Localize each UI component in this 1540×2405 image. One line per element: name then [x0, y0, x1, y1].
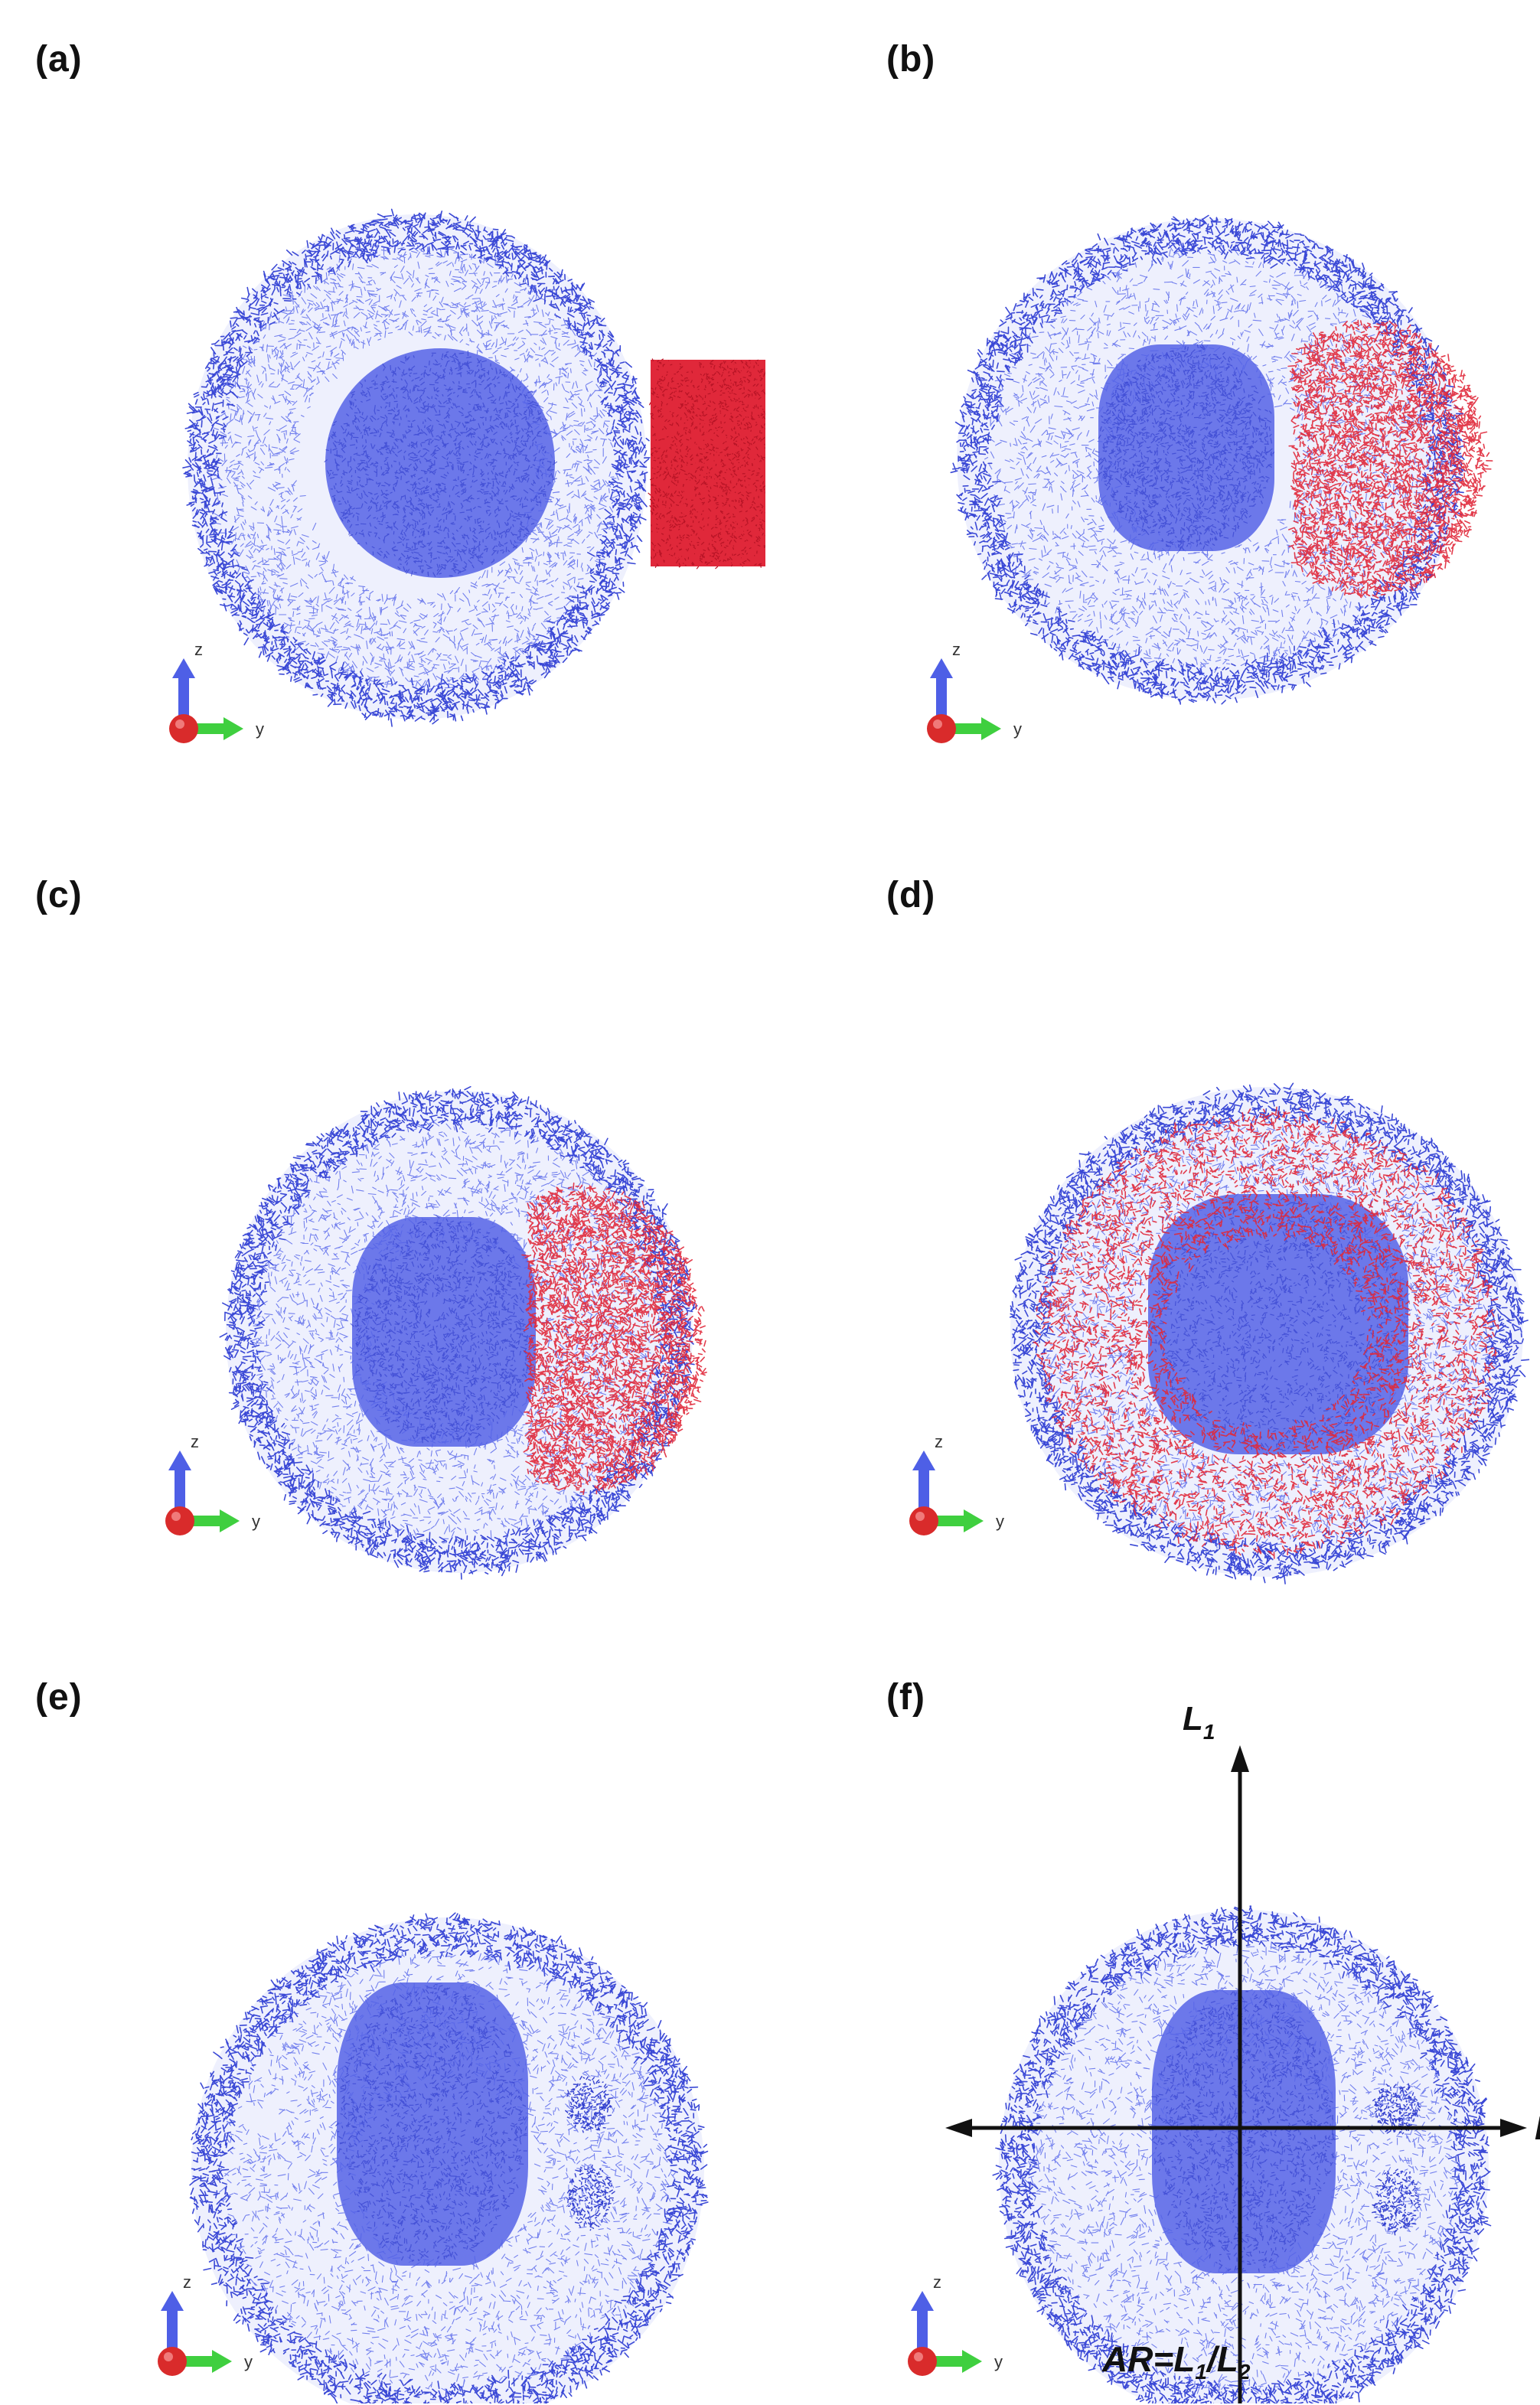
z-axis-label: z — [194, 640, 203, 659]
z-axis-label: z — [933, 2273, 941, 2292]
panel-label-f: (f) — [886, 1677, 925, 1718]
z-axis-arrow — [167, 2308, 178, 2357]
z-axis-label: z — [183, 2273, 191, 2292]
panel-label-a: (a) — [35, 39, 83, 80]
formula-sub-2: 2 — [1238, 2360, 1251, 2384]
x-axis-ball — [927, 714, 956, 743]
membrane-shell — [992, 1905, 1492, 2403]
panel-label-c: (c) — [35, 875, 83, 915]
nanoparticle-cluster — [1287, 319, 1493, 599]
z-axis-label: z — [952, 640, 961, 659]
z-axis-arrow — [918, 1467, 929, 1516]
axis-triad-icon: zy — [908, 2273, 1003, 2376]
vesicle-core — [335, 1982, 528, 2266]
measurement-arrows: L1 L2 — [945, 1700, 1540, 2403]
axis-triad-icon: zy — [158, 2273, 253, 2376]
nanoparticle-cluster — [1033, 1106, 1499, 1559]
vesicle-core — [1151, 1990, 1339, 2274]
panel-f: (f) L1L2zy — [880, 1669, 1540, 2403]
panel-label-e: (e) — [35, 1677, 83, 1718]
membrane-shell — [219, 1085, 698, 1580]
y-axis-label: y — [1013, 720, 1022, 739]
membrane-shell — [182, 208, 651, 727]
y-axis-label: y — [244, 2352, 253, 2371]
aspect-ratio-formula: AR=L1/L2 — [1102, 2338, 1250, 2384]
nanoparticle-cluster — [521, 1182, 707, 1496]
axis-triad-icon: zy — [909, 1432, 1004, 1535]
z-axis-arrow — [936, 675, 947, 724]
y-axis-label: y — [996, 1512, 1004, 1531]
x-axis-ball — [909, 1506, 938, 1535]
z-axis-label: z — [935, 1432, 943, 1451]
small-domain — [1372, 2168, 1421, 2236]
x-axis-ball — [908, 2347, 937, 2376]
formula-sub-1: 1 — [1195, 2360, 1207, 2384]
small-domain — [566, 2164, 615, 2231]
axis-triad-icon: zy — [169, 640, 264, 743]
panel-f-figure: L1L2zy — [908, 1700, 1540, 2403]
panel-label-d: (d) — [886, 875, 936, 915]
vesicle-core — [350, 1214, 537, 1447]
panel-c-figure: zy — [165, 1085, 707, 1580]
vesicle-core — [1095, 344, 1275, 551]
z-axis-arrow — [178, 675, 189, 724]
x-axis-ball — [169, 714, 198, 743]
small-domain — [564, 2075, 614, 2133]
formula-mid: /L — [1206, 2339, 1238, 2379]
y-axis-label: y — [256, 720, 264, 739]
nanoparticle-cluster — [648, 358, 765, 569]
vesicle-core — [324, 348, 558, 578]
panel-e-figure: zy — [158, 1912, 709, 2403]
y-axis-label: y — [252, 1512, 260, 1531]
axis-triad-icon: zy — [165, 1432, 260, 1535]
panel-label-b: (b) — [886, 39, 936, 80]
axis-triad-icon: zy — [927, 640, 1022, 743]
l2-label: L2 — [1535, 2110, 1540, 2153]
formula-prefix: AR=L — [1102, 2339, 1196, 2379]
z-axis-arrow — [175, 1467, 185, 1516]
panel-b-figure: zy — [927, 214, 1493, 743]
y-axis-label: y — [994, 2352, 1003, 2371]
l1-label: L1 — [1183, 1700, 1215, 1744]
panel-a-figure: zy — [169, 208, 765, 743]
z-axis-label: z — [191, 1432, 199, 1451]
panel-d-figure: zy — [909, 1082, 1530, 1584]
z-axis-arrow — [917, 2308, 928, 2357]
x-axis-ball — [158, 2347, 187, 2376]
x-axis-ball — [165, 1506, 194, 1535]
